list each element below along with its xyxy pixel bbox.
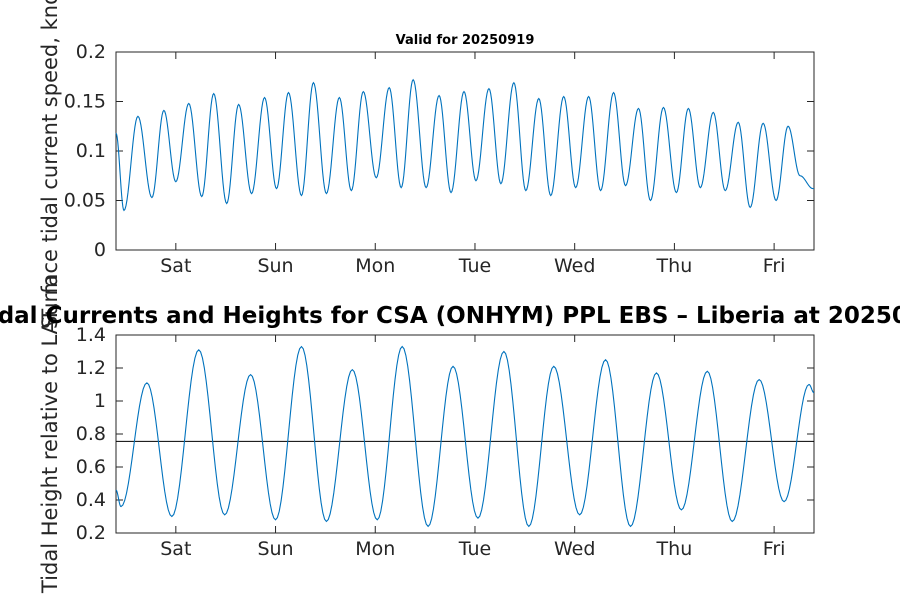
current-speed-y-axis-label: Surface tidal current speed, knots xyxy=(38,0,62,329)
current-speed-line xyxy=(115,78,814,212)
current-speed-y-tick-label: 0.15 xyxy=(64,91,106,113)
current-speed-x-tick-label: Sat xyxy=(160,255,191,277)
tidal-height-x-tick-label: Mon xyxy=(355,538,395,560)
tidal-height-y-tick-label: 0.6 xyxy=(76,456,106,478)
tidal-height-x-tick-label: Sun xyxy=(257,538,293,560)
tidal-height-y-tick-label: 0.2 xyxy=(76,522,106,544)
current-speed-axes-box xyxy=(115,51,815,251)
tidal-height-x-tick-label: Thu xyxy=(656,538,693,560)
current-speed-y-tick-label: 0.1 xyxy=(76,140,106,162)
current-speed-x-tick-label: Sun xyxy=(257,255,293,277)
tidal-height-x-tick-label: Sat xyxy=(160,538,191,560)
current-speed-y-tick-labels: 0 0.05 0.1 0.15 0.2 xyxy=(64,41,106,261)
tidal-height-series xyxy=(115,345,815,528)
tidal-height-line xyxy=(115,345,815,528)
current-speed-x-tick-label: Fri xyxy=(763,255,786,277)
tidal-height-panel: Sat Sun Mon Tue Wed Thu Fri 0.2 0.4 0.6 0.8 1 1.2 1.… xyxy=(76,324,815,560)
tidal-height-y-tick-label: 1.2 xyxy=(76,357,106,379)
tidal-height-y-tick-label: 1 xyxy=(94,390,106,412)
tidal-height-y-tick-label: 0.4 xyxy=(76,489,106,511)
current-speed-x-tick-label: Tue xyxy=(458,255,491,277)
current-speed-panel: Sat Sun Mon Tue Wed Thu Fri 0 0.05 0.1 0.15 0.2 xyxy=(64,41,815,277)
current-speed-y-tick-label: 0 xyxy=(94,239,106,261)
top-panel-title: Valid for 20250919 xyxy=(396,33,535,48)
current-speed-x-tick-label: Mon xyxy=(355,255,395,277)
tidal-height-y-tick-label: 0.8 xyxy=(76,423,106,445)
current-speed-x-tick-label: Wed xyxy=(554,255,595,277)
main-figure-title: Tidal Currents and Heights for CSA (ONHY… xyxy=(0,303,900,329)
current-speed-x-tick-labels: Sat Sun Mon Tue Wed Thu Fri xyxy=(160,255,785,277)
tidal-height-x-tick-label: Tue xyxy=(458,538,491,560)
tidal-height-y-tick-labels: 0.2 0.4 0.6 0.8 1 1.2 1.4 xyxy=(76,324,106,544)
current-speed-series xyxy=(115,78,814,212)
tidal-height-y-tick-label: 1.4 xyxy=(76,324,106,346)
tidal-height-y-axis-label: Tidal Height relative to LAT, m xyxy=(38,275,62,594)
tidal-height-x-tick-labels: Sat Sun Mon Tue Wed Thu Fri xyxy=(160,538,785,560)
current-speed-y-tick-label: 0.05 xyxy=(64,190,106,212)
current-speed-y-tick-label: 0.2 xyxy=(76,41,106,63)
tidal-height-tick-marks xyxy=(116,334,814,534)
current-speed-x-tick-label: Thu xyxy=(656,255,693,277)
current-speed-tick-marks xyxy=(116,51,814,251)
tidal-height-x-tick-label: Wed xyxy=(554,538,595,560)
tidal-height-x-tick-label: Fri xyxy=(763,538,786,560)
